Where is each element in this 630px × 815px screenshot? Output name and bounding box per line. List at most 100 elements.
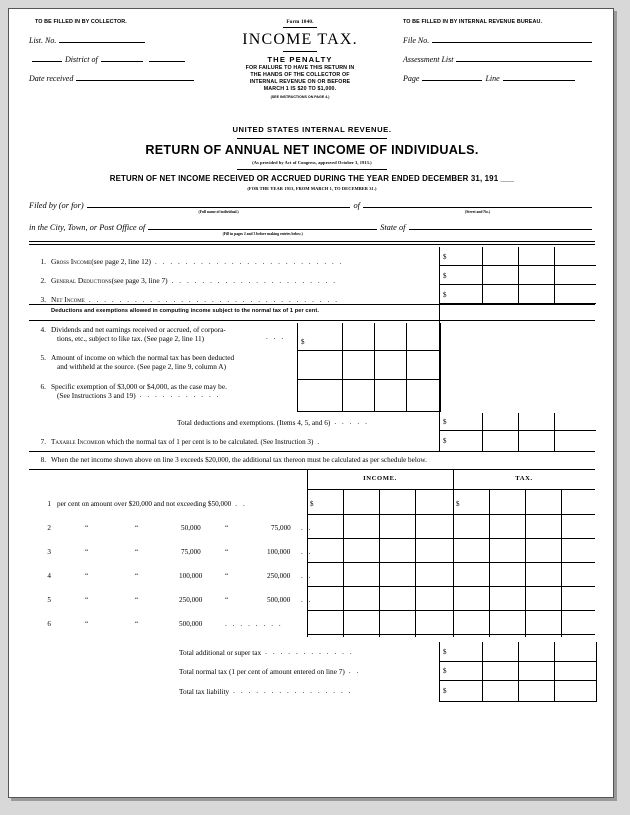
district-input-b[interactable] [148,61,185,62]
items-4-6-section: $ 4. Dividends and net earnings received… [29,321,595,413]
address-field-note: (Street and No.) [464,210,491,214]
collector-block: TO BE FILLED IN BY COLLECTOR. List. No. … [29,19,197,115]
field-label: File No. [403,36,430,45]
dollar-sign: $ [310,500,314,508]
ditto-mark: “ [85,548,89,556]
total-deductions-row[interactable]: $ Total deductions and exemptions. (Item… [29,413,596,432]
field-district: District of [29,55,197,64]
ditto-mark: “ [135,548,139,556]
grid-rule [307,489,595,490]
item-text-line2: and withheld at the source. (See page 2,… [57,362,226,371]
city-state-row: in the City, Town, or Post Office of (Fi… [29,223,595,236]
name-field-note: (Full name of individual.) [198,210,239,214]
city-input[interactable] [148,229,378,230]
district-input-a[interactable] [100,61,143,62]
penalty-line-2: THE HANDS OF THE COLLECTOR OF [250,71,350,78]
row-rate: 1 [47,500,51,508]
item-number: 1. [40,257,46,266]
dollar-sign: $ [456,500,460,508]
filed-by-row: Filed by (or for) (Full name of individu… [29,201,595,214]
column-header-income: INCOME. [363,475,397,482]
line-item-5[interactable]: 5. Amount of income on which the normal … [29,353,235,371]
schedule-row-1[interactable]: 1 per cent on amount over $20,000 and no… [29,500,307,508]
grid-rule [307,610,595,611]
grid-divider [406,323,407,411]
district-prefix-input[interactable] [32,61,62,62]
leader-dots: . . . . . . . . . . . . [265,648,354,656]
grid-rule [298,379,440,380]
grid-rule [307,634,595,635]
grid-divider [482,642,483,702]
line-item-1[interactable]: 1. Gross Income (see page 2, line 12) . … [29,247,595,266]
grid-divider [307,490,308,637]
street-address-input[interactable] [363,207,592,208]
total-super-tax-row[interactable]: Total additional or super tax . . . . . … [179,648,398,657]
section-divider [29,469,595,470]
list-no-input[interactable] [59,42,146,43]
deduction-banner-row: Deductions and exemptions allowed in com… [29,305,595,320]
item-number: 5. [40,353,46,362]
total-liability-row[interactable]: Total tax liability . . . . . . . . . . … [179,687,418,696]
grid-divider [525,490,526,637]
page-input[interactable] [422,80,483,81]
date-received-input[interactable] [76,80,194,81]
address-field-wrap: (Street and No.) [360,207,595,214]
grid-divider [439,321,440,413]
city-label: in the City, Town, or Post Office of [29,223,146,232]
penalty-line-4: MARCH 1 IS $20 TO $1,000. [263,85,337,92]
dollar-sign: $ [443,648,447,656]
row-rate: 3 [47,548,51,556]
line-item-2[interactable]: 2. General Deductions (see page 3, line … [29,266,595,285]
dollar-sign: $ [443,437,447,445]
schedule-header: INCOME. TAX. [307,470,595,490]
grid-divider [489,490,490,637]
line-item-3[interactable]: 3. Net Income . . . . . . . . . . . . . … [29,285,595,304]
dollar-sign: $ [443,667,447,675]
items-1-3-section: $ $ $ 1. Gross Income (see page 2, line … [29,247,596,304]
total-normal-tax-row[interactable]: Total normal tax (1 per cent of amount e… [179,667,382,676]
taxpayer-name-input[interactable] [86,207,351,208]
leader-dots: . . [348,667,361,675]
line-item-4[interactable]: 4. Dividends and net earnings received o… [29,325,226,343]
line-input[interactable] [502,80,575,81]
name-field-wrap: (Full name of individual.) [84,207,354,214]
row-rate: 2 [47,524,51,532]
grid-divider [439,305,440,320]
leader-dots: . [317,438,322,446]
grid-rule [298,350,440,351]
field-label: District of [65,55,98,64]
ditto-mark: “ [85,524,89,532]
total-label: Total additional or super tax [179,648,262,657]
field-label: Page [403,74,420,83]
state-input[interactable] [408,229,592,230]
leader-dots: . . . . . . . . . . . . . . . . . . . . … [171,277,338,285]
column-header-tax: TAX. [515,475,533,482]
penalty-line-1: FOR FAILURE TO HAVE THIS RETURN IN [245,65,355,71]
item-text-line1: Specific exemption of $3,000 or $4,000, … [51,382,227,391]
row-upper: 75,000 [271,524,291,532]
grid-divider [561,490,562,637]
line-item-6[interactable]: 6. Specific exemption of $3,000 or $4,00… [29,382,261,400]
ditto-mark: “ [135,572,139,580]
ditto-mark: “ [135,620,139,628]
leader-dots: . . [301,572,313,580]
total-label: Total normal tax (1 per cent of amount e… [179,667,345,676]
line-item-7[interactable]: $ 7. Taxable Income on which the normal … [29,432,595,451]
ditto-mark: “ [225,524,229,532]
ditto-mark: “ [85,596,89,604]
grid-divider [343,490,344,637]
section-divider [29,241,595,245]
file-no-input[interactable] [432,42,592,43]
income-tax-title: INCOME TAX. [242,31,358,48]
grid-rule [440,284,596,285]
assessment-list-input[interactable] [456,61,592,62]
grid-rule [440,680,596,681]
totals-section: $ $ $ Total additional or super tax . . … [29,642,597,704]
item-text-line2: (See Instructions 3 and 19) [57,391,136,400]
grid-rule [440,430,596,431]
divider [237,169,387,170]
row-rate: 5 [47,596,51,604]
row-upper: 250,000 [267,572,291,580]
grid-divider [482,432,483,451]
row-upper: 100,000 [267,548,291,556]
